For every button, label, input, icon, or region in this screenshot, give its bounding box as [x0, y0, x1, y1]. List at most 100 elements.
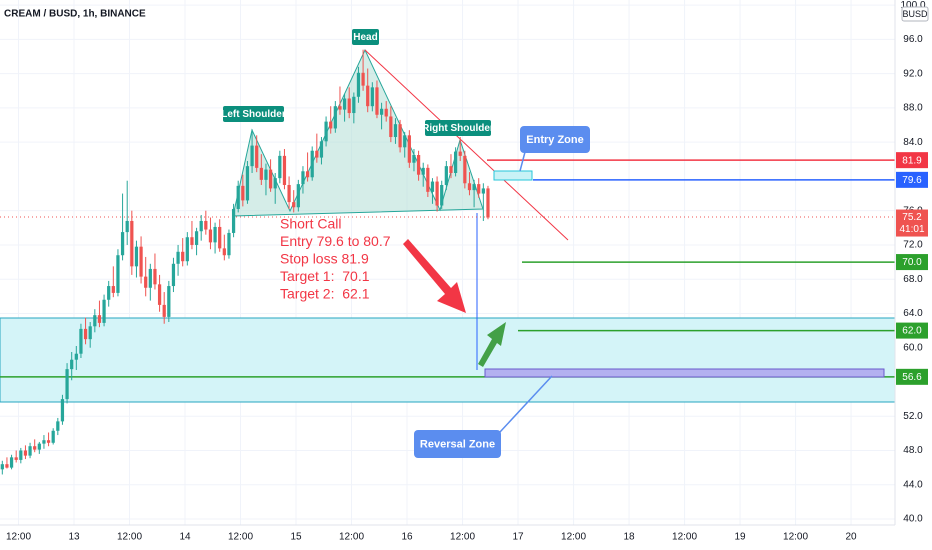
x-tick-label: 16 — [401, 532, 413, 543]
candle-body — [120, 232, 125, 256]
candle-body — [333, 106, 337, 129]
candle-body — [398, 124, 402, 148]
time-axis — [0, 525, 932, 550]
call-line: Target 1: 70.1 — [280, 268, 370, 284]
candle-body — [70, 359, 74, 370]
y-tick-label: 64.0 — [903, 308, 923, 319]
candle-body — [241, 185, 245, 201]
candle-body — [421, 167, 425, 175]
candle-body — [42, 440, 46, 444]
candle-body — [486, 188, 490, 218]
candle-body — [148, 268, 152, 288]
candle-body — [144, 276, 148, 288]
candle-body — [412, 155, 416, 163]
y-tick-label: 60.0 — [903, 342, 923, 353]
price-tag-label: 62.0 — [902, 326, 922, 337]
reversal-zone-box-label — [414, 430, 501, 458]
head-label-box — [352, 29, 379, 45]
y-tick-label: 84.0 — [903, 137, 923, 148]
candle-body — [46, 440, 51, 443]
candle-body — [393, 124, 398, 138]
reversal-zone-label: Reversal Zone — [420, 438, 495, 450]
candle-body — [264, 169, 268, 180]
y-tick-label: 44.0 — [903, 479, 923, 490]
candle-body — [278, 155, 282, 179]
y-tick-label: 40.0 — [903, 514, 923, 525]
candle-body — [375, 87, 379, 115]
y-tick-label: 88.0 — [903, 103, 923, 114]
candle-body — [181, 251, 185, 262]
price-axis — [895, 0, 932, 550]
candle-body — [250, 145, 254, 167]
price-tag — [896, 171, 928, 188]
candle-body — [171, 263, 176, 287]
currency-label: BUSD — [902, 9, 928, 19]
candle-body — [176, 251, 180, 264]
x-tick-label: 12:00 — [228, 532, 253, 543]
candle-body — [384, 108, 388, 117]
y-tick-label: 68.0 — [903, 274, 923, 285]
candle-body — [292, 202, 296, 208]
candle-body — [319, 141, 324, 158]
candle-body — [56, 421, 60, 431]
candle-body — [245, 166, 250, 201]
candle-body — [157, 284, 162, 305]
candle-body — [379, 108, 384, 115]
candle-body — [430, 181, 435, 192]
target-zone — [0, 317, 896, 403]
candle-body — [287, 184, 291, 203]
left-shoulder-box — [223, 106, 284, 122]
y-tick-label: 92.0 — [903, 68, 923, 79]
candle-body — [116, 255, 120, 293]
candle-body — [33, 446, 37, 450]
last-price-label: 75.2 — [902, 212, 922, 223]
candle-body — [329, 121, 333, 129]
price-tag-label: 81.9 — [902, 155, 922, 166]
candle-body — [37, 443, 41, 450]
candle-body — [370, 87, 374, 107]
y-tick-label: 100.0 — [900, 0, 925, 11]
y-tick-label: 52.0 — [903, 411, 923, 422]
candle-body — [301, 171, 305, 185]
candle-body — [83, 328, 88, 340]
candle-body — [296, 184, 300, 208]
candle-body — [352, 96, 356, 114]
x-tick-label: 12:00 — [561, 532, 586, 543]
candle-body — [426, 167, 430, 192]
candle-body — [74, 353, 78, 360]
candle-body — [93, 315, 97, 327]
candle-body — [218, 226, 222, 249]
candle-body — [366, 85, 370, 107]
candle-body — [28, 446, 32, 456]
candle-body — [111, 286, 115, 293]
entry-zone-box — [493, 170, 533, 181]
x-tick-label: 12:00 — [450, 532, 475, 543]
right-shoulder-label: Right Shoulder — [422, 123, 494, 134]
axis: 100.096.092.088.084.076.072.068.064.060.… — [6, 0, 928, 543]
price-tag — [896, 152, 928, 169]
down-arrow — [403, 239, 466, 313]
x-tick-label: 12:00 — [672, 532, 697, 543]
chart-title: CREAM / BUSD, 1h, BINANCE — [4, 9, 146, 20]
candle-body — [440, 184, 444, 206]
candle-body — [477, 184, 481, 194]
x-tick-label: 19 — [734, 532, 746, 543]
candle-body — [23, 450, 28, 456]
y-tick-label: 72.0 — [903, 240, 923, 251]
candle-body — [453, 151, 458, 174]
reversal-pointer — [499, 375, 553, 433]
x-tick-label: 20 — [845, 532, 857, 543]
candle-body — [356, 72, 361, 97]
candle-body — [102, 299, 106, 323]
x-tick-label: 12:00 — [783, 532, 808, 543]
y-tick-label: 96.0 — [903, 34, 923, 45]
entry-zone-box-label — [520, 126, 590, 153]
price-tag — [896, 368, 928, 385]
candle-body — [130, 220, 134, 267]
x-tick-label: 12:00 — [6, 532, 31, 543]
candle-body — [342, 98, 347, 110]
candle-body — [199, 220, 203, 232]
left-shoulder-label: Left Shoulder — [221, 109, 286, 120]
